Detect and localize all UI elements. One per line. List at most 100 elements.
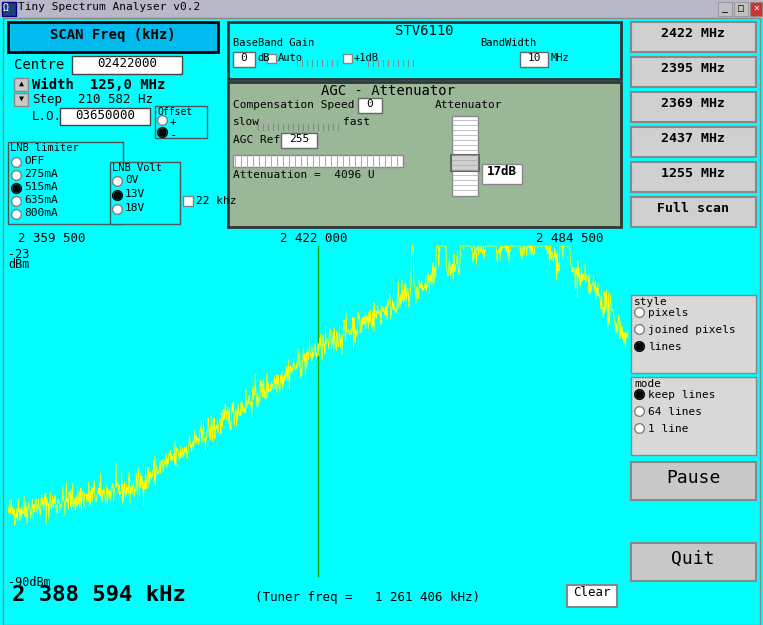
Text: Attenuation =  4096 U: Attenuation = 4096 U <box>233 170 375 180</box>
Text: style: style <box>634 297 668 307</box>
Text: 2 422 000: 2 422 000 <box>280 232 347 245</box>
Text: □: □ <box>738 3 744 13</box>
Bar <box>233 52 255 67</box>
Text: 17dB: 17dB <box>487 165 517 178</box>
Bar <box>631 57 756 87</box>
Text: 2369 MHz: 2369 MHz <box>661 97 725 110</box>
Bar <box>343 54 352 63</box>
Text: Pause: Pause <box>666 469 720 487</box>
Text: Compensation Speed: Compensation Speed <box>233 100 355 110</box>
Text: Step: Step <box>32 93 62 106</box>
Text: LNB limiter: LNB limiter <box>10 143 79 153</box>
Text: 125,0 MHz: 125,0 MHz <box>90 78 166 92</box>
Text: mode: mode <box>634 379 661 389</box>
Text: ▼: ▼ <box>18 94 24 103</box>
Text: AGC Ref: AGC Ref <box>233 135 280 145</box>
Text: STV6110: STV6110 <box>394 24 453 38</box>
Text: 210 582 Hz: 210 582 Hz <box>78 93 153 106</box>
Text: 2 359 500: 2 359 500 <box>18 232 85 245</box>
Text: 2 484 500: 2 484 500 <box>536 232 604 245</box>
Bar <box>358 98 382 113</box>
Bar <box>750 2 762 16</box>
Text: pixels: pixels <box>648 308 688 318</box>
Bar <box>0 0 763 18</box>
Text: 1255 MHz: 1255 MHz <box>661 167 725 180</box>
Text: 635mA: 635mA <box>24 195 58 205</box>
Text: -23: -23 <box>8 248 29 261</box>
Bar <box>631 197 756 227</box>
Text: ✕: ✕ <box>753 3 759 13</box>
Text: 13V: 13V <box>125 189 145 199</box>
Text: 2422 MHz: 2422 MHz <box>661 27 725 40</box>
Text: 18V: 18V <box>125 203 145 213</box>
Text: dBm: dBm <box>8 258 29 271</box>
Text: 22 khz: 22 khz <box>196 196 237 206</box>
Text: Clear: Clear <box>573 586 610 599</box>
Bar <box>8 246 628 576</box>
Bar <box>281 133 317 148</box>
Text: (Tuner freq =   1 261 406 kHz): (Tuner freq = 1 261 406 kHz) <box>255 591 480 604</box>
Text: 255: 255 <box>289 134 309 144</box>
Bar <box>233 155 403 167</box>
Text: ▲: ▲ <box>18 79 24 88</box>
Text: _: _ <box>722 3 728 13</box>
Text: Attenuator: Attenuator <box>435 100 503 110</box>
Bar <box>718 2 732 16</box>
Text: Auto: Auto <box>278 53 303 63</box>
Text: -: - <box>170 129 178 142</box>
Text: lines: lines <box>648 342 682 352</box>
Bar <box>228 82 621 227</box>
Text: dB: dB <box>257 53 269 63</box>
Text: BaseBand Gain: BaseBand Gain <box>233 38 314 48</box>
Text: Quit: Quit <box>671 550 715 568</box>
Bar <box>567 585 617 607</box>
Bar <box>631 543 756 581</box>
Text: 02422000: 02422000 <box>97 57 157 70</box>
Text: MHz: MHz <box>551 53 570 63</box>
Text: Ω: Ω <box>3 3 9 13</box>
Bar <box>110 162 180 224</box>
Text: 275mA: 275mA <box>24 169 58 179</box>
Bar <box>631 92 756 122</box>
Text: L.O.: L.O. <box>32 110 62 123</box>
Bar <box>2 2 16 16</box>
Text: OFF: OFF <box>24 156 44 166</box>
Bar <box>631 127 756 157</box>
Text: -90dBm: -90dBm <box>8 576 51 589</box>
Text: 64 lines: 64 lines <box>648 407 702 417</box>
Bar <box>72 56 182 74</box>
Text: LNB Volt: LNB Volt <box>112 163 162 173</box>
Text: 2395 MHz: 2395 MHz <box>661 62 725 75</box>
Bar <box>631 22 756 52</box>
Text: joined pixels: joined pixels <box>648 325 736 335</box>
Text: 03650000: 03650000 <box>75 109 135 122</box>
Text: 0: 0 <box>240 53 247 63</box>
Text: 10: 10 <box>527 53 541 63</box>
Bar <box>14 93 28 106</box>
Bar <box>183 196 193 206</box>
Text: slow: slow <box>233 117 260 127</box>
Bar <box>451 155 479 171</box>
Bar <box>155 106 207 138</box>
Text: keep lines: keep lines <box>648 390 716 400</box>
Bar <box>60 108 150 125</box>
Text: 1 line: 1 line <box>648 424 688 434</box>
Text: +: + <box>170 117 177 127</box>
Text: 0: 0 <box>367 99 373 109</box>
Text: 2 388 594 kHz: 2 388 594 kHz <box>12 585 186 605</box>
Bar <box>8 22 218 52</box>
Text: BandWidth: BandWidth <box>480 38 536 48</box>
Text: 2437 MHz: 2437 MHz <box>661 132 725 145</box>
Text: 515mA: 515mA <box>24 182 58 192</box>
Bar <box>267 54 276 63</box>
Bar <box>631 377 756 455</box>
Text: 0V: 0V <box>125 175 139 185</box>
Text: AGC - Attenuator: AGC - Attenuator <box>321 84 455 98</box>
Text: +1dB: +1dB <box>354 53 379 63</box>
Bar <box>520 52 548 67</box>
Bar <box>8 142 123 224</box>
Text: Centre: Centre <box>14 58 64 72</box>
Bar <box>228 22 621 79</box>
Text: fast: fast <box>343 117 370 127</box>
Bar <box>631 462 756 500</box>
